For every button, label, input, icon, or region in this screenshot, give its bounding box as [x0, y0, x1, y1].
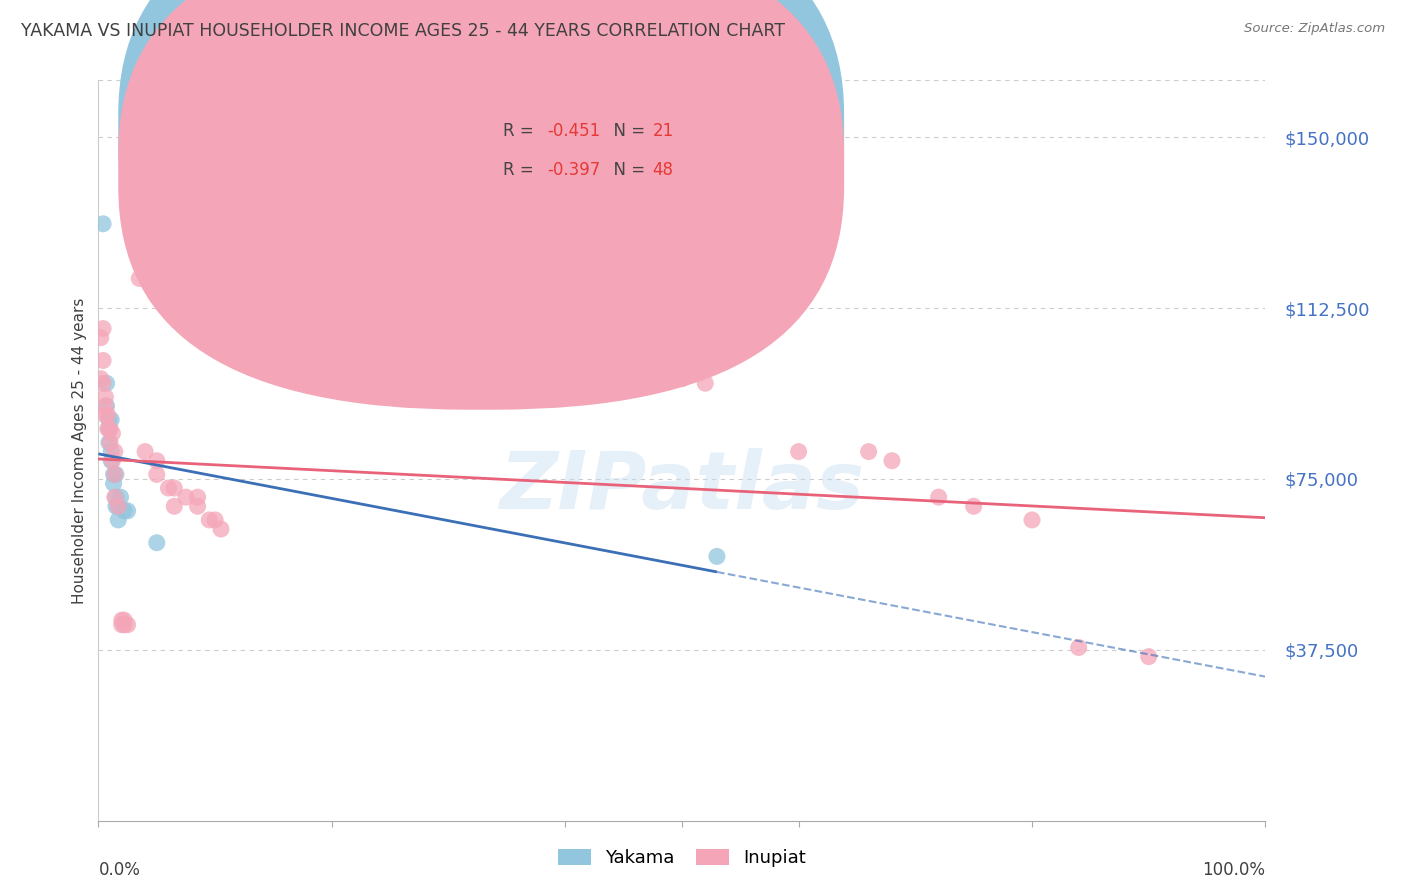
Point — [97, 408, 120, 422]
Point — [97, 413, 120, 427]
Point — [97, 422, 120, 436]
Point — [117, 504, 139, 518]
Point — [100, 413, 122, 427]
Text: 0.0%: 0.0% — [98, 862, 141, 880]
Point — [112, 504, 135, 518]
Point — [100, 444, 122, 458]
Point — [157, 481, 180, 495]
Text: ZIPatlas: ZIPatlas — [499, 449, 865, 526]
Point — [101, 426, 124, 441]
Point — [636, 353, 658, 368]
FancyBboxPatch shape — [454, 106, 676, 195]
Point — [787, 444, 810, 458]
Point — [104, 490, 127, 504]
Point — [94, 408, 117, 422]
Point — [198, 513, 221, 527]
Point — [928, 490, 950, 504]
Point — [91, 217, 114, 231]
Point — [578, 362, 600, 376]
Text: 100.0%: 100.0% — [1202, 862, 1265, 880]
Point — [117, 617, 139, 632]
Point — [97, 435, 120, 450]
Point — [163, 481, 186, 495]
Point — [104, 444, 127, 458]
Point — [107, 500, 129, 514]
Point — [111, 613, 134, 627]
Point — [101, 453, 124, 467]
Point — [90, 331, 112, 345]
Point — [90, 372, 112, 386]
Point — [94, 399, 117, 413]
Text: R =: R = — [503, 122, 540, 140]
Point — [104, 500, 127, 514]
Point — [204, 513, 226, 527]
Point — [146, 453, 169, 467]
Point — [209, 522, 232, 536]
Point — [104, 490, 127, 504]
Text: N =: N = — [603, 161, 650, 179]
Point — [146, 535, 169, 549]
Point — [962, 500, 984, 514]
Point — [134, 444, 156, 458]
Point — [98, 435, 121, 450]
Point — [706, 549, 728, 564]
Point — [104, 467, 127, 482]
Point — [1137, 649, 1160, 664]
Text: R =: R = — [503, 161, 540, 179]
Point — [98, 422, 121, 436]
Text: N =: N = — [603, 122, 650, 140]
Point — [97, 422, 120, 436]
Point — [671, 372, 693, 386]
Point — [146, 467, 169, 482]
Point — [96, 376, 118, 391]
Point — [91, 321, 114, 335]
FancyBboxPatch shape — [118, 0, 844, 371]
Point — [112, 617, 135, 632]
Point — [695, 376, 717, 391]
Point — [858, 444, 880, 458]
Point — [91, 376, 114, 391]
Point — [128, 271, 150, 285]
Point — [103, 476, 125, 491]
Text: YAKAMA VS INUPIAT HOUSEHOLDER INCOME AGES 25 - 44 YEARS CORRELATION CHART: YAKAMA VS INUPIAT HOUSEHOLDER INCOME AGE… — [21, 22, 785, 40]
Point — [163, 500, 186, 514]
Text: -0.397: -0.397 — [548, 161, 600, 179]
Point — [91, 353, 114, 368]
Point — [187, 490, 209, 504]
Point — [1021, 513, 1043, 527]
Point — [103, 467, 125, 482]
Y-axis label: Householder Income Ages 25 - 44 years: Householder Income Ages 25 - 44 years — [72, 297, 87, 604]
FancyBboxPatch shape — [118, 0, 844, 409]
Point — [94, 390, 117, 404]
Point — [174, 490, 197, 504]
Point — [110, 490, 132, 504]
Point — [107, 500, 129, 514]
Point — [96, 399, 118, 413]
Point — [1067, 640, 1090, 655]
Point — [112, 613, 135, 627]
Point — [111, 617, 134, 632]
Text: 48: 48 — [652, 161, 673, 179]
Point — [187, 500, 209, 514]
Text: 21: 21 — [652, 122, 673, 140]
Point — [100, 453, 122, 467]
Point — [104, 467, 127, 482]
Point — [107, 513, 129, 527]
Point — [880, 453, 903, 467]
Text: -0.451: -0.451 — [548, 122, 600, 140]
Text: Source: ZipAtlas.com: Source: ZipAtlas.com — [1244, 22, 1385, 36]
Legend: Yakama, Inupiat: Yakama, Inupiat — [551, 842, 813, 874]
